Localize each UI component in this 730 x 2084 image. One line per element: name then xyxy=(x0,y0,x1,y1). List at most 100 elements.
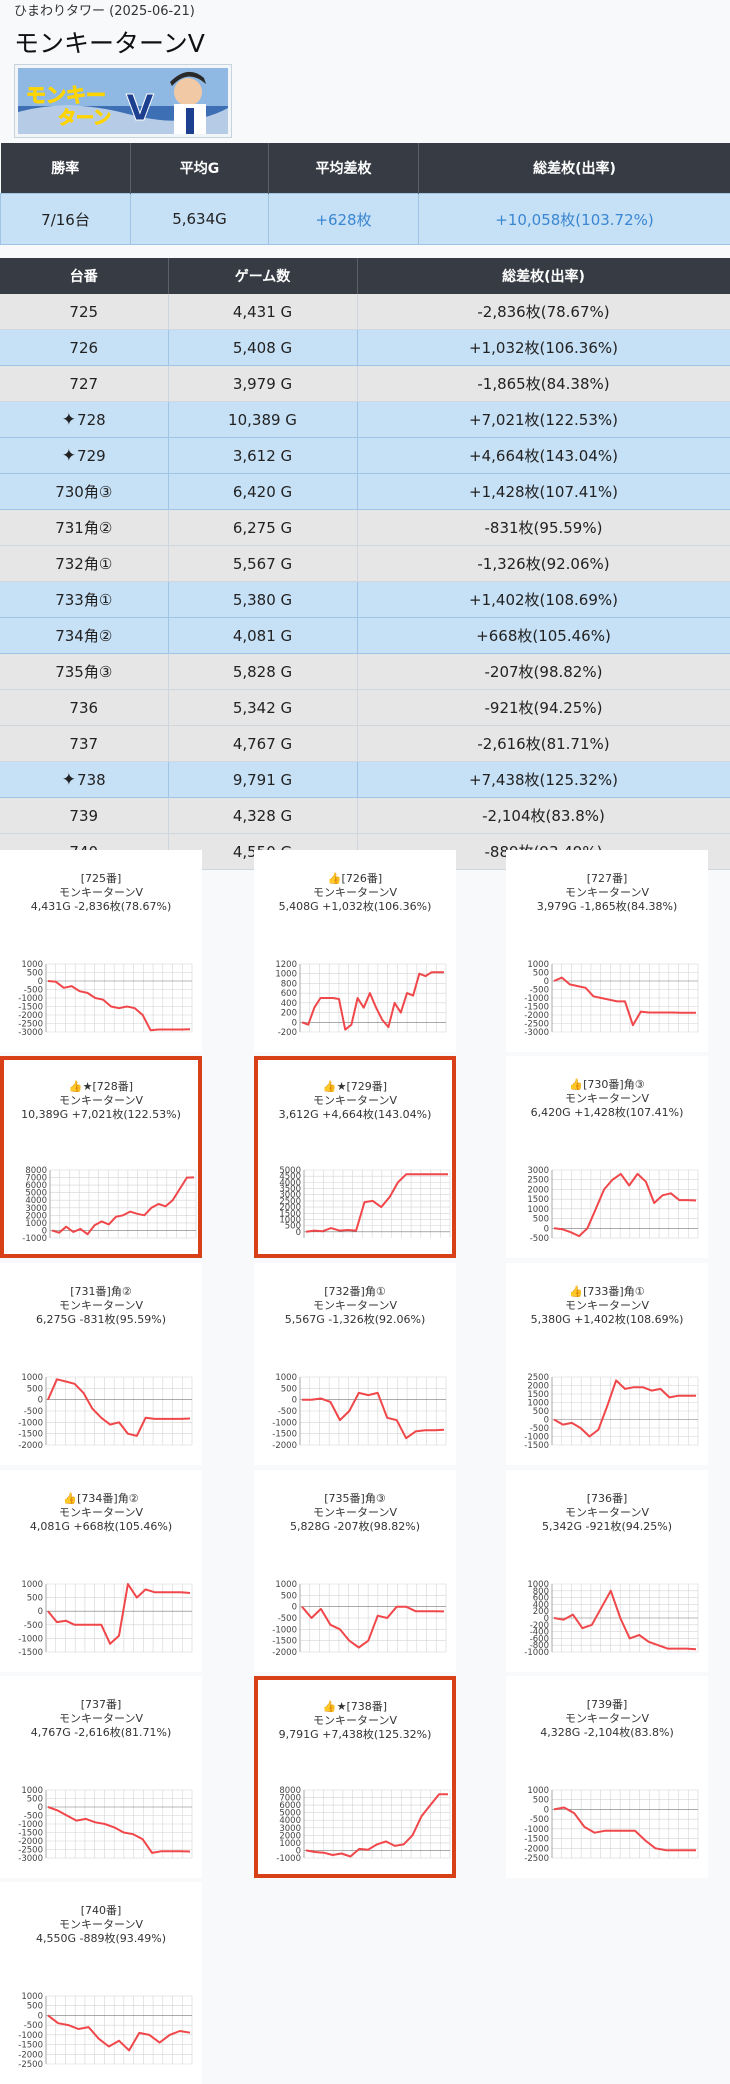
y-tick-label: 1000 xyxy=(21,1580,43,1590)
machine-no-cell: 734角② xyxy=(0,618,168,654)
machine-no-text: 737 xyxy=(69,735,98,753)
y-tick-label: -2000 xyxy=(272,1648,297,1658)
machine-no-cell: 739 xyxy=(0,798,168,834)
games-cell: 6,275 G xyxy=(168,510,357,546)
y-tick-label: -1000 xyxy=(524,1825,549,1835)
machine-no-cell: 730角③ xyxy=(0,474,168,510)
y-tick-label: 1000 xyxy=(21,1373,43,1383)
series-line xyxy=(302,1607,444,1648)
y-tick-label: -500 xyxy=(24,1621,43,1631)
chart-subtitle: モンキーターンV xyxy=(258,1714,452,1728)
chart-subtitle: モンキーターンV xyxy=(254,1506,456,1520)
games-cell: 3,612 G xyxy=(168,438,357,474)
banner-art: モンキー ターン V xyxy=(18,68,228,134)
total-diff-cell: +4,664枚(143.04%) xyxy=(357,438,730,474)
machine-no-text: 739 xyxy=(69,807,98,825)
chart-subtitle: モンキーターンV xyxy=(506,1712,708,1726)
chart-info: 10,389G +7,021枚(122.53%) xyxy=(4,1108,198,1122)
games-cell: 4,328 G xyxy=(168,798,357,834)
y-tick-label: 1000 xyxy=(527,1786,549,1796)
y-tick-label: 0 xyxy=(38,2011,43,2021)
games-cell: 5,342 G xyxy=(168,690,357,726)
y-tick-label: 500 xyxy=(27,2002,43,2012)
y-tick-label: -1000 xyxy=(272,1418,297,1428)
chart-subtitle: モンキーターンV xyxy=(254,886,456,900)
y-tick-label: -1000 xyxy=(18,1418,43,1428)
chart-info: 5,342G -921枚(94.25%) xyxy=(506,1520,708,1534)
total-diff-cell: +1,428枚(107.41%) xyxy=(357,474,730,510)
chart-info: 5,567G -1,326枚(92.06%) xyxy=(254,1313,456,1327)
y-tick-label: 0 xyxy=(292,1603,297,1613)
series-line xyxy=(48,1379,190,1436)
games-cell: 4,431 G xyxy=(168,294,357,330)
y-tick-label: 500 xyxy=(281,1591,297,1601)
chart-info: 9,791G +7,438枚(125.32%) xyxy=(258,1728,452,1742)
y-tick-label: -500 xyxy=(530,1234,549,1244)
chart-title: [736番] xyxy=(506,1492,708,1506)
y-tick-label: 0 xyxy=(292,1396,297,1406)
y-tick-label: 1000 xyxy=(275,1373,297,1383)
total-diff-cell: -2,616枚(81.71%) xyxy=(357,726,730,762)
y-tick-label: -1000 xyxy=(524,1648,549,1658)
chart-title: 👍[734番]角② xyxy=(0,1492,202,1506)
machine-no-cell: 732角① xyxy=(0,546,168,582)
games-cell: 5,567 G xyxy=(168,546,357,582)
chart-title: [731番]角② xyxy=(0,1285,202,1299)
chart-info: 3,612G +4,664枚(143.04%) xyxy=(258,1108,452,1122)
y-tick-label: -1500 xyxy=(272,1637,297,1647)
summary-avg-diff: +628枚 xyxy=(269,194,419,245)
y-tick-label: 500 xyxy=(27,1594,43,1604)
summary-header-row: 勝率 平均G 平均差枚 総差枚(出率) xyxy=(1,143,730,194)
y-tick-label: -1000 xyxy=(22,1234,47,1244)
sparkle-icon: ✦ xyxy=(62,410,76,430)
chart-title: 👍[730番]角③ xyxy=(506,1078,708,1092)
total-diff-cell: -2,836枚(78.67%) xyxy=(357,294,730,330)
total-diff-cell: +7,438枚(125.32%) xyxy=(357,762,730,798)
y-tick-label: -1500 xyxy=(272,1430,297,1440)
series-line xyxy=(52,1177,194,1234)
summary-value-row: 7/16台 5,634G +628枚 +10,058枚(103.72%) xyxy=(1,194,730,245)
series-line xyxy=(554,1174,696,1236)
total-diff-cell: +7,021枚(122.53%) xyxy=(357,402,730,438)
y-tick-label: 1000 xyxy=(275,970,297,980)
series-line xyxy=(302,972,444,1029)
y-tick-label: 500 xyxy=(533,1215,549,1225)
y-tick-label: -2000 xyxy=(524,1844,549,1854)
svg-text:ターン: ターン xyxy=(58,108,111,129)
y-tick-label: -1500 xyxy=(524,1441,549,1451)
y-tick-label: 0 xyxy=(544,1224,549,1234)
series-line xyxy=(48,1807,190,1853)
machine-no-cell: 726 xyxy=(0,330,168,366)
machine-no-text: 727 xyxy=(69,375,98,393)
y-tick-label: 0 xyxy=(296,1228,301,1238)
y-tick-label: -500 xyxy=(530,1815,549,1825)
machine-no-text: 734角② xyxy=(55,627,112,645)
series-line xyxy=(306,1794,448,1856)
y-tick-label: 2500 xyxy=(527,1176,549,1186)
machine-no-text: 726 xyxy=(69,339,98,357)
y-tick-label: -1000 xyxy=(276,1854,301,1864)
summary-total-diff: +10,058枚(103.72%) xyxy=(419,194,730,245)
chart-title: [725番] xyxy=(0,872,202,886)
machine-no-text: 732角① xyxy=(55,555,112,573)
machine-no-text: 725 xyxy=(69,303,98,321)
summary-avg-games: 5,634G xyxy=(131,194,269,245)
games-cell: 3,979 G xyxy=(168,366,357,402)
chart-title: [740番] xyxy=(0,1904,202,1918)
